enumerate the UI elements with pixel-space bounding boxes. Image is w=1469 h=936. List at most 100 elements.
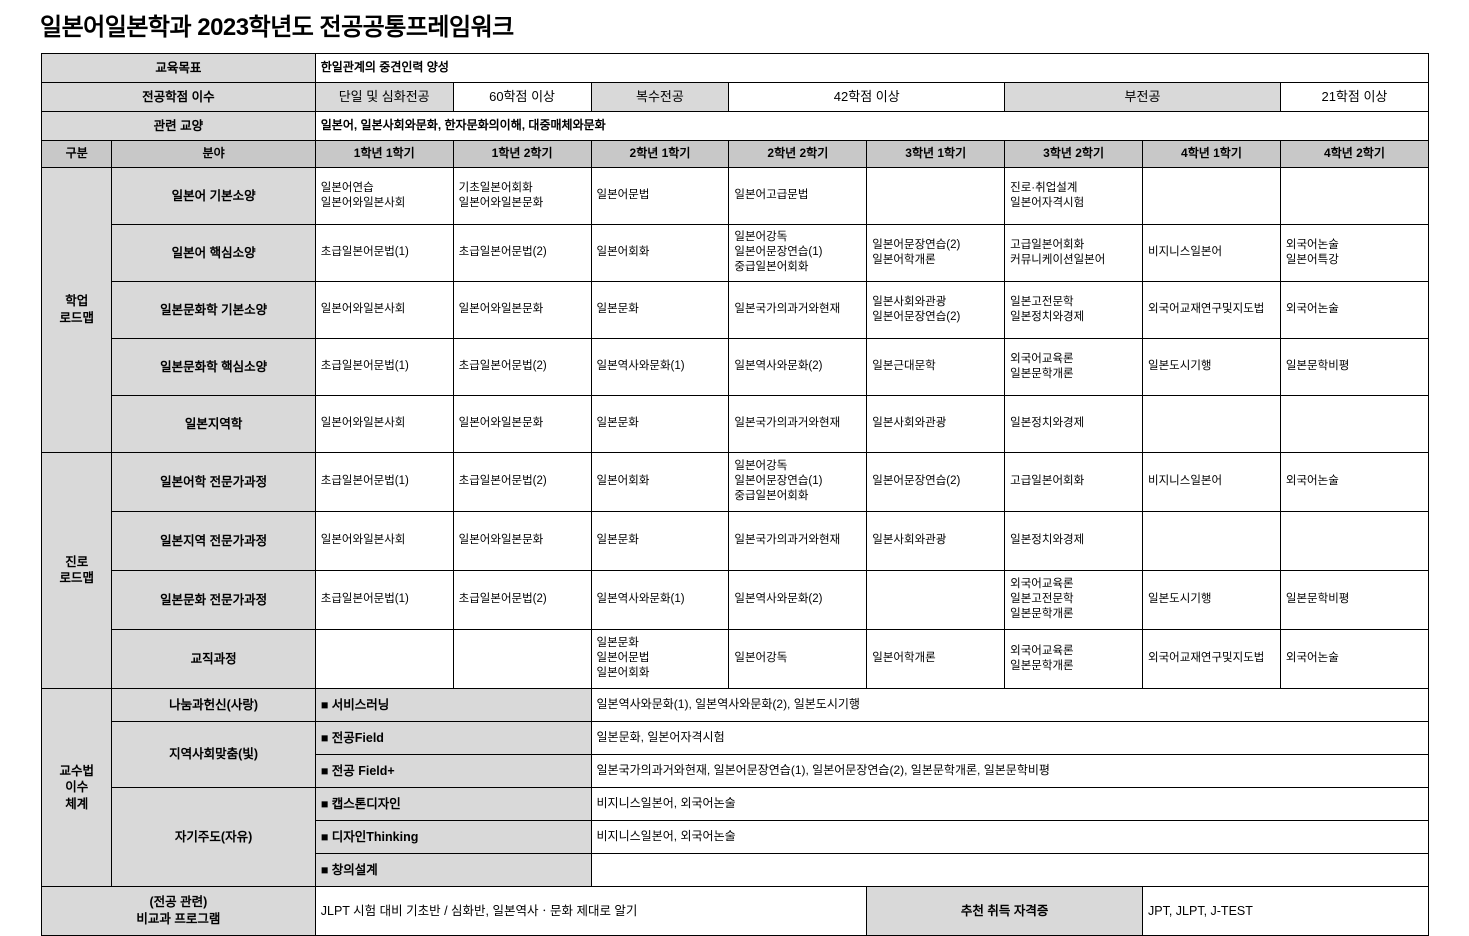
column-header-row: 구분 분야 1학년 1학기 1학년 2학기 2학년 1학기 2학년 2학기 3학… bbox=[40, 139, 1430, 168]
table-row: 학업 로드맵 일본어 기본소양 일본어연습 일본어와일본사회 기초일본어회화 일… bbox=[40, 166, 1430, 453]
course-cell: 일본어회화 bbox=[590, 223, 730, 282]
credit-amount-single: 60학점 이상 bbox=[452, 81, 592, 112]
table-row: 일본문화학 핵심소양 초급일본어문법(1) 초급일본어문법(2) 일본역사와문화… bbox=[42, 337, 1430, 396]
course-cell: 일본문화 bbox=[590, 394, 730, 453]
course-cell: 일본어와일본문화 bbox=[452, 510, 592, 571]
column-header-semester-2: 1학년 2학기 bbox=[452, 139, 592, 168]
course-cell: 초급일본어문법(2) bbox=[452, 337, 592, 396]
course-cell: 외국어교재연구및지도법 bbox=[1142, 628, 1281, 689]
course-cell: 일본어문장연습(2) 일본어학개론 bbox=[866, 223, 1006, 282]
column-header-area: 분야 bbox=[111, 139, 316, 168]
course-cell: 일본어강독 일본어문장연습(1) 중급일본어회화 bbox=[728, 223, 868, 282]
education-goal-label: 교육목표 bbox=[41, 52, 316, 83]
course-cell: 외국어교육론 일본문학개론 bbox=[1004, 337, 1143, 396]
framework-page: 일본어일본학과 2023학년도 전공공통프레임워크 교육목표 한일관계의 중견인… bbox=[40, 14, 1430, 936]
course-cell: 일본역사와문화(1) bbox=[590, 569, 730, 630]
framework-body: 교육목표 한일관계의 중견인력 양성 전공학점 이수 단일 및 심화전공 60학… bbox=[40, 52, 1430, 936]
course-cell: 일본국가의과거와현재 bbox=[728, 280, 868, 339]
course-cell bbox=[1279, 394, 1430, 453]
method-item-courses: 일본역사와문화(1), 일본역사와문화(2), 일본도시기행 bbox=[590, 687, 1429, 722]
course-cell: 일본사회와관광 bbox=[866, 510, 1006, 571]
table-row: 일본지역학 일본어와일본사회 일본어와일본문화 일본문화 일본국가의과거와현재 … bbox=[42, 394, 1430, 453]
method-item-label: ■ 디자인Thinking bbox=[314, 819, 592, 854]
course-cell: 일본어와일본사회 bbox=[314, 510, 454, 571]
related-liberal-arts-value: 일본어, 일본사회와문화, 한자문화의이해, 대중매체와문화 bbox=[314, 110, 1430, 141]
certificate-label: 추천 취득 자격증 bbox=[866, 885, 1143, 936]
column-header-semester-4: 2학년 2학기 bbox=[728, 139, 868, 168]
education-goal-value: 한일관계의 중견인력 양성 bbox=[314, 52, 1430, 83]
column-header-division: 구분 bbox=[40, 139, 113, 168]
course-cell: 초급일본어문법(2) bbox=[452, 451, 592, 512]
area-label: 일본어학 전문가과정 bbox=[111, 451, 316, 512]
page-title: 일본어일본학과 2023학년도 전공공통프레임워크 bbox=[40, 14, 514, 41]
course-cell: 외국어교육론 일본문학개론 bbox=[1004, 628, 1143, 689]
area-label: 교직과정 bbox=[111, 628, 316, 689]
course-cell bbox=[1142, 166, 1281, 225]
area-label: 일본지역 전문가과정 bbox=[111, 510, 316, 571]
course-cell bbox=[866, 569, 1006, 630]
course-cell: 일본정치와경제 bbox=[1004, 510, 1143, 571]
course-cell bbox=[314, 628, 454, 689]
course-cell: 일본어회화 bbox=[590, 451, 730, 512]
column-header-semester-8: 4학년 2학기 bbox=[1279, 139, 1430, 168]
method-category-label: 자기주도(자유) bbox=[111, 786, 316, 887]
group-label-academic-roadmap: 학업 로드맵 bbox=[40, 166, 113, 453]
table-row: 자기주도(자유) ■ 캡스톤디자인 비지니스일본어, 외국어논술 bbox=[42, 786, 1429, 887]
row-related-liberal-arts: 관련 교양 일본어, 일본사회와문화, 한자문화의이해, 대중매체와문화 bbox=[41, 110, 1430, 141]
credit-type-minor: 부전공 bbox=[1004, 81, 1281, 112]
column-header-semester-5: 3학년 1학기 bbox=[866, 139, 1006, 168]
course-cell: 초급일본어문법(2) bbox=[452, 223, 592, 282]
table-row: ■ 전공 Field+ 일본국가의과거와현재, 일본어문장연습(1), 일본어문… bbox=[42, 753, 1429, 788]
course-cell: 일본어문장연습(2) bbox=[866, 451, 1006, 512]
table-row: 일본어 핵심소양 초급일본어문법(1) 초급일본어문법(2) 일본어회화 일본어… bbox=[42, 223, 1430, 282]
course-cell: 일본문화 일본어문법 일본어회화 bbox=[590, 628, 730, 689]
method-item-label: ■ 전공Field bbox=[314, 720, 592, 755]
method-category-label: 지역사회맞춤(빛) bbox=[111, 720, 316, 788]
course-cell: 외국어교재연구및지도법 bbox=[1142, 280, 1281, 339]
method-item-courses bbox=[590, 852, 1429, 887]
method-item-label: ■ 창의설계 bbox=[314, 852, 592, 887]
extracurricular-value: JLPT 시험 대비 기초반 / 심화반, 일본역사ㆍ문화 제대로 알기 bbox=[314, 885, 868, 936]
course-cell: 초급일본어문법(1) bbox=[314, 451, 454, 512]
course-cell: 일본문학비평 bbox=[1279, 569, 1430, 630]
course-cell: 고급일본어회화 커뮤니케이션일본어 bbox=[1004, 223, 1143, 282]
course-cell: 일본어강독 bbox=[728, 628, 868, 689]
course-cell: 일본사회와관광 일본어문장연습(2) bbox=[866, 280, 1006, 339]
course-cell: 일본도시기행 bbox=[1142, 569, 1281, 630]
area-label: 일본문화학 기본소양 bbox=[111, 280, 316, 339]
course-cell: 일본도시기행 bbox=[1142, 337, 1281, 396]
table-row: 일본문화학 기본소양 일본어와일본사회 일본어와일본문화 일본문화 일본국가의과… bbox=[42, 280, 1430, 339]
course-cell: 일본문학비평 bbox=[1279, 337, 1430, 396]
row-bottom-programs: (전공 관련) 비교과 프로그램 JLPT 시험 대비 기초반 / 심화반, 일… bbox=[41, 885, 1429, 936]
course-cell: 외국어논술 bbox=[1279, 628, 1430, 689]
course-cell bbox=[1279, 166, 1430, 225]
table-row: 교수법 이수 체계 나눔과헌신(사랑) ■ 서비스러닝 일본역사와문화(1), … bbox=[40, 687, 1429, 887]
course-cell: 기초일본어회화 일본어와일본문화 bbox=[452, 166, 592, 225]
area-label: 일본어 기본소양 bbox=[111, 166, 316, 225]
area-label: 일본문화학 핵심소양 bbox=[111, 337, 316, 396]
course-cell: 일본역사와문화(2) bbox=[728, 569, 868, 630]
certificate-value: JPT, JLPT, J-TEST bbox=[1142, 885, 1429, 936]
course-cell: 일본어와일본사회 bbox=[314, 394, 454, 453]
course-cell: 외국어논술 일본어특강 bbox=[1279, 223, 1430, 282]
extracurricular-label: (전공 관련) 비교과 프로그램 bbox=[41, 885, 316, 936]
course-cell: 일본어연습 일본어와일본사회 bbox=[314, 166, 454, 225]
course-cell: 일본역사와문화(1) bbox=[590, 337, 730, 396]
course-cell: 일본국가의과거와현재 bbox=[728, 510, 868, 571]
course-cell: 진로·취업설계 일본어자격시험 bbox=[1004, 166, 1143, 225]
method-item-courses: 비지니스일본어, 외국어논술 bbox=[590, 786, 1429, 821]
course-cell: 비지니스일본어 bbox=[1142, 223, 1281, 282]
course-cell: 초급일본어문법(1) bbox=[314, 337, 454, 396]
column-header-semester-1: 1학년 1학기 bbox=[314, 139, 454, 168]
credit-amount-double: 42학점 이상 bbox=[728, 81, 1006, 112]
table-row: ■ 디자인Thinking 비지니스일본어, 외국어논술 bbox=[42, 819, 1429, 854]
course-cell: 일본어문법 bbox=[590, 166, 730, 225]
method-item-label: ■ 전공 Field+ bbox=[314, 753, 592, 788]
course-cell bbox=[1142, 510, 1281, 571]
course-cell: 일본어학개론 bbox=[866, 628, 1006, 689]
area-label: 일본지역학 bbox=[111, 394, 316, 453]
course-cell: 일본국가의과거와현재 bbox=[728, 394, 868, 453]
area-label: 일본문화 전문가과정 bbox=[111, 569, 316, 630]
course-cell: 고급일본어회화 bbox=[1004, 451, 1143, 512]
major-credits-label: 전공학점 이수 bbox=[41, 81, 316, 112]
